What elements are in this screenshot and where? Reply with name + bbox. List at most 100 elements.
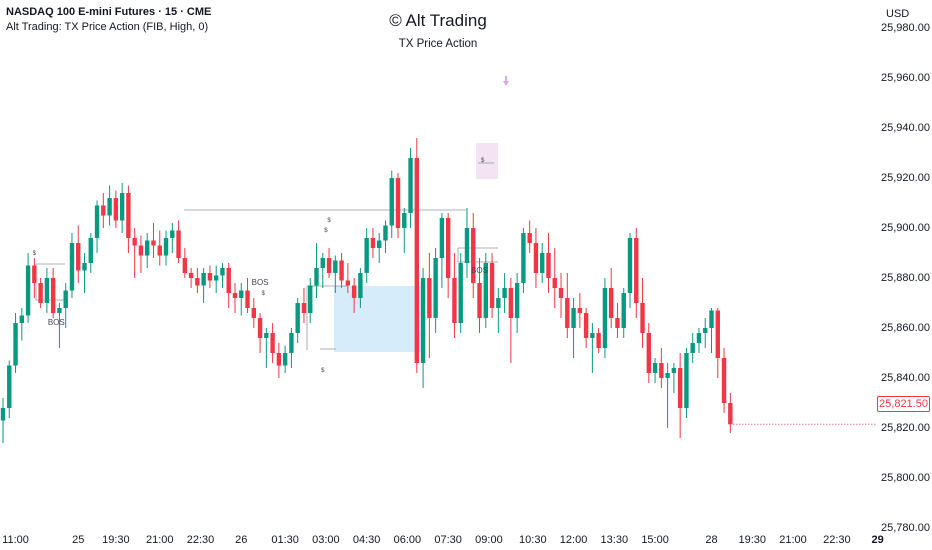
candle-body: [420, 278, 426, 363]
candle-body: [671, 368, 677, 373]
liquidity-label: $: [321, 368, 325, 374]
candle-body: [0, 408, 6, 421]
price-tick-label: 25,980.00: [881, 22, 930, 34]
candle-body: [226, 268, 231, 293]
candle-body: [295, 303, 300, 333]
candle-body: [88, 238, 93, 263]
candle-body: [665, 373, 670, 378]
candle-body: [558, 288, 564, 298]
candle-body: [126, 193, 131, 238]
candle-body: [333, 260, 338, 273]
time-tick-label: 19:30: [102, 534, 130, 546]
candle-body: [452, 278, 457, 323]
candle-body: [640, 303, 645, 333]
candle-body: [571, 308, 576, 328]
candle-body: [634, 238, 639, 303]
candle-body: [414, 158, 420, 363]
liquidity-label: $: [32, 250, 37, 257]
watermark-subtitle: TX Price Action: [398, 38, 478, 50]
candle-body: [151, 240, 156, 246]
time-tick-label: 28: [705, 534, 718, 546]
candle-body: [408, 158, 413, 213]
candle-body: [270, 333, 275, 353]
time-tick-label: 11:00: [2, 534, 29, 546]
time-tick-label: 04:30: [352, 534, 381, 546]
candle-body: [264, 333, 269, 338]
price-tick-label: 25,800.00: [881, 472, 930, 484]
candle-body: [615, 318, 620, 328]
candle-body: [69, 243, 75, 291]
price-tick-label: 25,920.00: [881, 172, 930, 184]
candle-body: [389, 178, 394, 226]
candle-body: [358, 273, 363, 298]
candle-body: [245, 290, 250, 308]
candle-body: [395, 178, 401, 228]
bos-label: BOS: [47, 318, 65, 327]
candle-body: [170, 230, 175, 238]
candle-body: [320, 258, 325, 268]
candle-body: [659, 363, 664, 378]
candle-body: [445, 218, 451, 278]
candle-body: [433, 258, 438, 318]
candle-body: [583, 313, 589, 338]
candle-body: [232, 293, 238, 298]
price-tick-label: 25,860.00: [881, 322, 930, 334]
candle-body: [19, 315, 25, 323]
candle-body: [157, 245, 162, 256]
time-tick-label: 22:30: [823, 534, 851, 546]
candle-body: [596, 333, 601, 348]
candle-body: [176, 230, 181, 258]
price-tick-label: 25,940.00: [881, 122, 930, 134]
candle-body: [44, 278, 50, 303]
candle-body: [276, 353, 282, 366]
price-tick-label: 25,960.00: [881, 72, 930, 84]
symbol-title[interactable]: NASDAQ 100 E-mini Futures · 15 · CME: [6, 6, 212, 18]
candle-body: [207, 273, 213, 281]
candle-body: [439, 218, 445, 258]
price-tick-label: 25,840.00: [881, 372, 930, 384]
candle-body: [195, 278, 200, 286]
candle-body: [715, 310, 720, 358]
demand-zone: [334, 286, 424, 352]
candle-body: [527, 233, 532, 243]
candle-body: [201, 273, 206, 286]
candle-body: [339, 260, 344, 281]
candle-body: [483, 263, 488, 318]
price-tick-label: 25,900.00: [881, 222, 930, 234]
candle-body: [282, 353, 288, 366]
candle-body: [132, 238, 137, 246]
candle-body: [565, 298, 570, 328]
candle-body: [471, 228, 476, 283]
candle-body: [608, 288, 614, 318]
time-tick-label: 21:00: [145, 534, 174, 546]
candle-body: [94, 205, 100, 238]
time-tick-label: 01:30: [271, 534, 299, 546]
time-tick-label: 25: [72, 534, 85, 546]
indicator-label[interactable]: Alt Trading: TX Price Action (FIB, High,…: [6, 21, 209, 33]
candle-body: [489, 263, 495, 308]
candle-body: [540, 253, 545, 273]
candle-body: [314, 268, 319, 286]
time-tick-label: 29: [871, 534, 884, 546]
candle-body: [677, 368, 683, 408]
candle-body: [25, 265, 31, 316]
candle-body: [728, 403, 733, 425]
time-tick-label: 21:00: [779, 534, 807, 546]
candle-body: [690, 343, 695, 353]
liquidity-label: $: [327, 218, 331, 224]
currency-label[interactable]: USD: [886, 8, 910, 20]
time-tick-label: 19:30: [738, 534, 767, 546]
liquidity-label: $: [261, 290, 265, 297]
candle-body: [213, 275, 219, 281]
candle-body: [138, 245, 144, 256]
candle-body: [182, 258, 188, 273]
candle-body: [514, 283, 520, 318]
candle-body: [101, 205, 106, 216]
time-tick-label: 26: [235, 534, 248, 546]
candle-body: [308, 285, 313, 313]
time-tick-label: 12:00: [559, 534, 588, 546]
candle-body: [188, 273, 194, 278]
candle-body: [301, 303, 307, 313]
candle-body: [696, 333, 702, 343]
